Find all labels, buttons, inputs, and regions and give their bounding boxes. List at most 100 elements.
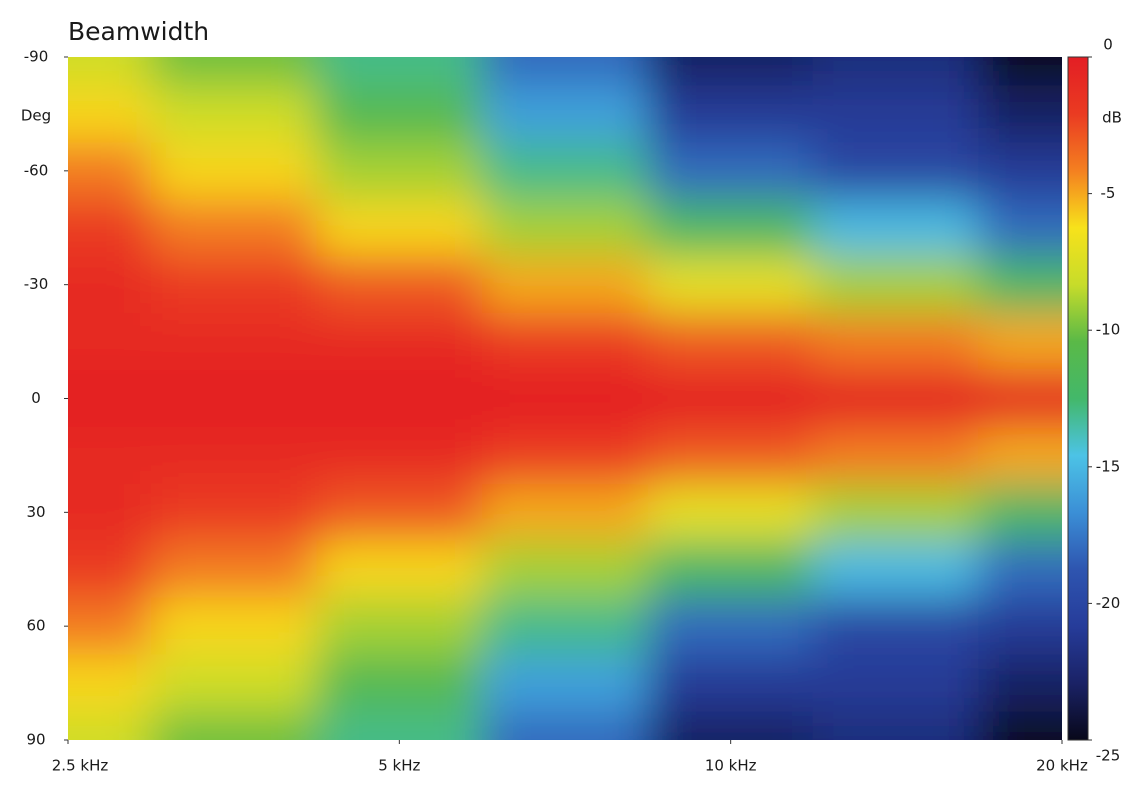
- colorbar-label: dB: [1102, 109, 1122, 127]
- heatmap-cell: [647, 426, 814, 485]
- heatmap-cell: [68, 85, 152, 143]
- heatmap-cell: [482, 199, 649, 257]
- heatmap-cell: [978, 654, 1062, 713]
- x-tick-label: 20 kHz: [1036, 757, 1088, 775]
- heatmap-cell: [68, 597, 152, 656]
- heatmap-cell: [812, 199, 979, 257]
- heatmap-cell: [482, 654, 649, 713]
- heatmap-cell: [151, 426, 318, 485]
- heatmap-cell: [812, 426, 979, 485]
- y-tick-label: -60: [24, 161, 49, 179]
- heatmap-cell: [316, 483, 483, 542]
- heatmap-cell: [978, 711, 1062, 740]
- heatmap-cell: [151, 256, 318, 314]
- heatmap-cell: [316, 256, 483, 314]
- heatmap-cell: [482, 142, 649, 200]
- heatmap-cell: [812, 57, 979, 86]
- heatmap-cell: [68, 540, 152, 599]
- heatmap-cell: [647, 654, 814, 713]
- y-tick-label: 30: [26, 503, 45, 521]
- chart-title: Beamwidth: [68, 17, 209, 46]
- heatmap-cell: [812, 256, 979, 314]
- heatmap-cell: [482, 57, 649, 86]
- colorbar-tick-label: -20: [1096, 594, 1121, 612]
- heatmap-cell: [151, 57, 318, 86]
- heatmap-cell: [812, 142, 979, 200]
- heatmap-cell: [482, 711, 649, 740]
- heatmap-cell: [482, 426, 649, 485]
- y-tick-label: -30: [24, 275, 49, 293]
- heatmap-cell: [812, 540, 979, 599]
- heatmap-cell: [316, 654, 483, 713]
- heatmap-cell: [978, 426, 1062, 485]
- x-tick-label: 5 kHz: [378, 757, 420, 775]
- heatmap-cell: [316, 370, 483, 428]
- heatmap-cell: [316, 142, 483, 200]
- heatmap-cell: [68, 654, 152, 713]
- heatmap-cell: [647, 142, 814, 200]
- heatmap-cell: [647, 256, 814, 314]
- colorbar-tick-label: -5: [1101, 184, 1116, 202]
- heatmap-cell: [316, 313, 483, 371]
- heatmap-cell: [68, 199, 152, 257]
- heatmap-cell: [151, 540, 318, 599]
- heatmap-cell: [978, 199, 1062, 257]
- heatmap-cell: [647, 313, 814, 371]
- heatmap-cell: [482, 85, 649, 143]
- colorbar-tick-label: 0: [1103, 36, 1113, 54]
- heatmap-cell: [316, 711, 483, 740]
- heatmap-cell: [647, 711, 814, 740]
- heatmap-cell: [812, 370, 979, 428]
- heatmap-cell: [647, 597, 814, 656]
- heatmap-cell: [151, 597, 318, 656]
- y-tick-label: 90: [26, 731, 45, 749]
- heatmap-cell: [151, 711, 318, 740]
- heatmap-cell: [68, 370, 152, 428]
- heatmap-cell: [151, 313, 318, 371]
- heatmap-cell: [812, 313, 979, 371]
- x-tick-label: 10 kHz: [705, 757, 757, 775]
- heatmap-cell: [151, 654, 318, 713]
- heatmap-cell: [978, 256, 1062, 314]
- colorbar-tick-label: -10: [1096, 321, 1121, 339]
- x-tick-label: 2.5 kHz: [52, 757, 109, 775]
- y-tick-label: 0: [31, 389, 41, 407]
- heatmap-cell: [482, 370, 649, 428]
- colorbar-tick-label: -15: [1096, 457, 1121, 475]
- heatmap-cell: [482, 540, 649, 599]
- heatmap-cell: [316, 597, 483, 656]
- heatmap-cell: [68, 711, 152, 740]
- heatmap-cell: [482, 256, 649, 314]
- heatmap-cell: [812, 654, 979, 713]
- y-axis-label: Deg: [21, 107, 51, 125]
- heatmap-cell: [68, 313, 152, 371]
- colorbar: [1067, 56, 1089, 741]
- heatmap-cell: [978, 597, 1062, 656]
- colorbar-tick-label: -25: [1096, 747, 1121, 765]
- y-tick-label: -90: [24, 48, 49, 66]
- heatmap-cell: [978, 313, 1062, 371]
- heatmap-cell: [978, 483, 1062, 542]
- heatmap-cell: [647, 85, 814, 143]
- heatmap-cell: [151, 142, 318, 200]
- y-tick-label: 60: [26, 617, 45, 635]
- heatmap-cell: [316, 540, 483, 599]
- heatmap-cell: [812, 711, 979, 740]
- heatmap-cell: [812, 483, 979, 542]
- heatmap-cell: [978, 85, 1062, 143]
- heatmap-cell: [68, 57, 152, 86]
- heatmap-cell: [151, 370, 318, 428]
- heatmap-cell: [812, 85, 979, 143]
- heatmap-cell: [151, 483, 318, 542]
- heatmap-cell: [316, 426, 483, 485]
- heatmap-cell: [647, 57, 814, 86]
- heatmap-cell: [482, 597, 649, 656]
- heatmap-cell: [812, 597, 979, 656]
- heatmap-cell: [68, 426, 152, 485]
- heatmap-cell: [316, 199, 483, 257]
- heatmap-cell: [68, 142, 152, 200]
- heatmap-cell: [482, 313, 649, 371]
